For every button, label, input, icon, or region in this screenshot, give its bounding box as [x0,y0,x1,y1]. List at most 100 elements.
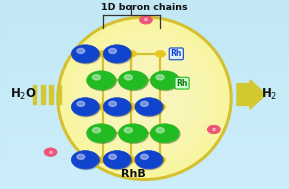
Circle shape [135,151,163,169]
Bar [0,21,289,23]
Text: Rh: Rh [176,79,188,88]
Bar [0,185,289,187]
Circle shape [151,72,180,91]
Circle shape [97,50,108,57]
Bar [0,60,289,62]
Bar [0,57,289,59]
Text: H$_2$: H$_2$ [261,87,277,102]
Ellipse shape [81,39,208,158]
Bar [0,42,289,43]
Circle shape [109,101,116,106]
Circle shape [135,98,163,116]
Bar [41,85,45,104]
Bar [0,51,289,53]
Circle shape [72,151,100,170]
Bar [0,8,289,9]
Ellipse shape [58,17,231,180]
Circle shape [87,71,116,90]
Ellipse shape [88,46,201,151]
Circle shape [44,148,57,156]
Ellipse shape [66,25,223,171]
Bar [0,19,289,21]
Circle shape [87,124,116,143]
Bar [0,108,289,110]
Bar [0,93,289,94]
Circle shape [109,154,116,159]
Circle shape [88,72,116,91]
Bar [0,134,289,136]
Ellipse shape [121,77,168,120]
Bar [0,166,289,168]
Bar [0,59,289,60]
Circle shape [155,130,166,137]
Circle shape [97,156,108,163]
Circle shape [104,46,132,64]
Bar [0,140,289,142]
Circle shape [77,154,85,159]
Bar [0,25,289,26]
Bar [0,168,289,170]
Circle shape [71,151,99,169]
Text: RhB: RhB [121,169,145,179]
Circle shape [140,101,148,106]
Bar [0,38,289,40]
Circle shape [104,98,132,117]
Ellipse shape [125,80,164,117]
Circle shape [126,103,137,110]
Bar [0,136,289,138]
Bar [0,43,289,45]
Bar [0,45,289,47]
Ellipse shape [96,53,193,144]
Circle shape [109,48,116,53]
Ellipse shape [107,63,182,134]
Ellipse shape [103,59,186,137]
Ellipse shape [70,29,219,168]
Bar [0,4,289,6]
Bar [0,129,289,130]
Bar [0,146,289,147]
Circle shape [103,98,131,116]
Bar [0,157,289,159]
Ellipse shape [77,35,212,161]
Circle shape [104,151,132,170]
Ellipse shape [118,73,171,124]
Circle shape [71,98,99,116]
Circle shape [126,156,137,163]
Bar [0,176,289,178]
Bar [58,85,61,104]
Bar [0,110,289,112]
Bar [0,172,289,174]
Bar [0,68,289,70]
Circle shape [97,103,108,110]
Circle shape [124,128,132,133]
Circle shape [126,130,137,137]
Bar [0,113,289,115]
Circle shape [208,125,220,134]
Bar [0,125,289,127]
Bar [0,89,289,91]
Bar [0,180,289,181]
Bar [0,0,289,2]
Bar [0,153,289,155]
Bar [0,28,289,30]
Bar [0,77,289,79]
Bar [0,64,289,66]
Bar [0,11,289,13]
Bar [0,147,289,149]
Ellipse shape [132,87,157,110]
Circle shape [156,75,164,80]
Circle shape [155,77,166,84]
Bar [0,164,289,166]
Bar [0,9,289,11]
Text: ⊝: ⊝ [212,127,216,132]
Circle shape [118,71,147,90]
Bar [0,26,289,28]
Bar [0,170,289,172]
Text: H$_2$O: H$_2$O [10,87,37,102]
Bar [0,66,289,68]
Bar [0,30,289,32]
Bar [0,23,289,25]
Circle shape [151,125,180,143]
Circle shape [77,48,85,53]
Bar [0,174,289,176]
